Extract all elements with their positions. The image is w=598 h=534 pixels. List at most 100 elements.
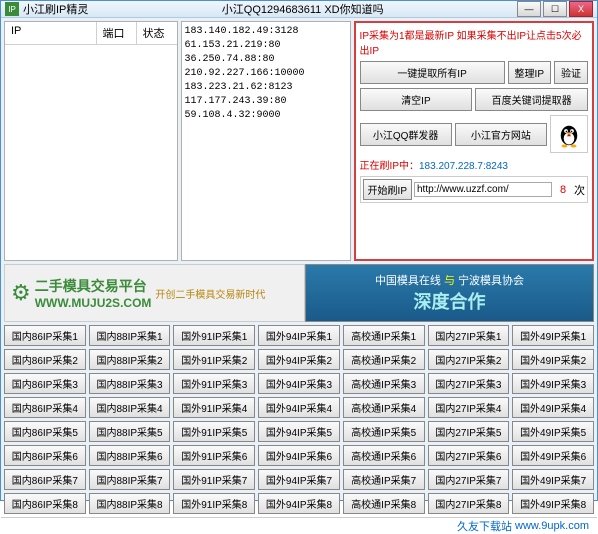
collector-button[interactable]: 国内88IP采集1 <box>89 325 171 346</box>
collector-button[interactable]: 国内86IP采集7 <box>4 469 86 490</box>
verify-button[interactable]: 验证 <box>554 61 588 84</box>
collector-button[interactable]: 国外91IP采集6 <box>173 445 255 466</box>
collector-button[interactable]: 高校通IP采集8 <box>343 493 425 514</box>
collector-button[interactable]: 高校通IP采集5 <box>343 421 425 442</box>
banner2-line2: 深度合作 <box>414 288 486 314</box>
collector-button[interactable]: 国外94IP采集7 <box>258 469 340 490</box>
qq-sender-button[interactable]: 小江QQ群发器 <box>360 123 452 146</box>
ip-list-item: 183.223.21.62:8123 <box>185 81 347 95</box>
collector-button[interactable]: 国内86IP采集5 <box>4 421 86 442</box>
organize-button[interactable]: 整理IP <box>508 61 551 84</box>
button-row-1: 一键提取所有IP 整理IP 验证 <box>360 61 588 84</box>
collector-button[interactable]: 国外49IP采集2 <box>512 349 594 370</box>
gear-icon: ⚙ <box>11 280 31 306</box>
close-button[interactable]: X <box>569 1 593 17</box>
collector-button[interactable]: 国内27IP采集7 <box>428 469 510 490</box>
minimize-button[interactable]: — <box>517 1 541 17</box>
collector-button[interactable]: 高校通IP采集3 <box>343 373 425 394</box>
banner-muju[interactable]: ⚙ 二手模具交易平台 WWW.MUJU2S.COM 开创二手模具交易新时代 <box>4 264 305 322</box>
collector-button[interactable]: 国内86IP采集2 <box>4 349 86 370</box>
collector-button[interactable]: 国外91IP采集1 <box>173 325 255 346</box>
collector-button[interactable]: 国外49IP采集7 <box>512 469 594 490</box>
ip-list-item: 117.177.243.39:80 <box>185 95 347 109</box>
collector-button[interactable]: 国内86IP采集1 <box>4 325 86 346</box>
collector-button[interactable]: 国内27IP采集1 <box>428 325 510 346</box>
collector-button[interactable]: 国内27IP采集4 <box>428 397 510 418</box>
banner1-title: 二手模具交易平台 <box>35 276 152 296</box>
titlebar: IP 小江刷IP精灵 小江QQ1294683611 XD你知道吗 — ☐ X <box>1 1 597 18</box>
collector-button[interactable]: 高校通IP采集4 <box>343 397 425 418</box>
collector-button[interactable]: 国外94IP采集6 <box>258 445 340 466</box>
window-title: 小江刷IP精灵 <box>23 1 88 17</box>
url-input[interactable] <box>414 182 552 197</box>
collector-button[interactable]: 国内88IP采集6 <box>89 445 171 466</box>
collector-button[interactable]: 国内88IP采集2 <box>89 349 171 370</box>
collector-grid: 国内86IP采集1国内88IP采集1国外91IP采集1国外94IP采集1高校通I… <box>4 325 594 514</box>
col-ip: IP <box>5 22 97 44</box>
collector-button[interactable]: 国内88IP采集3 <box>89 373 171 394</box>
collector-button[interactable]: 国外94IP采集2 <box>258 349 340 370</box>
collector-button[interactable]: 高校通IP采集6 <box>343 445 425 466</box>
collector-button[interactable]: 国外49IP采集6 <box>512 445 594 466</box>
extract-all-button[interactable]: 一键提取所有IP <box>360 61 505 84</box>
collector-button[interactable]: 国内88IP采集4 <box>89 397 171 418</box>
maximize-button[interactable]: ☐ <box>543 1 567 17</box>
collector-button[interactable]: 国外94IP采集8 <box>258 493 340 514</box>
start-button[interactable]: 开始刷IP <box>363 179 412 200</box>
official-site-button[interactable]: 小江官方网站 <box>455 123 547 146</box>
banner-coop[interactable]: 中国模具在线 与 宁波模具协会 深度合作 <box>305 264 594 322</box>
collector-button[interactable]: 国内27IP采集3 <box>428 373 510 394</box>
banner1-url: WWW.MUJU2S.COM <box>35 296 152 310</box>
ip-list-item: 210.92.227.166:10000 <box>185 67 347 81</box>
control-panel: IP采集为1都是最新IP 如果采集不出IP让点击5次必出IP 一键提取所有IP … <box>354 21 594 261</box>
collector-button[interactable]: 国外94IP采集5 <box>258 421 340 442</box>
collector-button[interactable]: 国内27IP采集8 <box>428 493 510 514</box>
ip-list-item: 59.108.4.32:9000 <box>185 109 347 123</box>
ip-list-item: 183.140.182.49:3128 <box>185 25 347 39</box>
collector-button[interactable]: 国内86IP采集6 <box>4 445 86 466</box>
collector-button[interactable]: 国外49IP采集3 <box>512 373 594 394</box>
collector-button[interactable]: 高校通IP采集1 <box>343 325 425 346</box>
collector-button[interactable]: 国外91IP采集3 <box>173 373 255 394</box>
collector-button[interactable]: 国外94IP采集4 <box>258 397 340 418</box>
clear-button[interactable]: 清空IP <box>360 88 473 111</box>
footer-site-name[interactable]: 久友下载站 <box>457 518 512 534</box>
ip-list-panel: 183.140.182.49:312861.153.21.219:8036.25… <box>181 21 351 261</box>
collector-button[interactable]: 国内86IP采集8 <box>4 493 86 514</box>
collector-button[interactable]: 国内27IP采集6 <box>428 445 510 466</box>
collector-button[interactable]: 高校通IP采集2 <box>343 349 425 370</box>
collector-button[interactable]: 国外91IP采集7 <box>173 469 255 490</box>
collector-button[interactable]: 国内88IP采集5 <box>89 421 171 442</box>
collector-button[interactable]: 国外49IP采集1 <box>512 325 594 346</box>
collector-button[interactable]: 国外91IP采集8 <box>173 493 255 514</box>
collector-button[interactable]: 国内88IP采集8 <box>89 493 171 514</box>
button-row-3: 小江QQ群发器 小江官方网站 <box>360 115 588 153</box>
footer-site-url[interactable]: www.9upk.com <box>515 520 589 532</box>
collector-button[interactable]: 国外91IP采集2 <box>173 349 255 370</box>
window-subtitle: 小江QQ1294683611 XD你知道吗 <box>88 1 517 17</box>
collector-button[interactable]: 国外49IP采集8 <box>512 493 594 514</box>
banner1-tag: 开创二手模具交易新时代 <box>155 286 265 301</box>
status-line: 正在刷IP中：183.207.228.7:8243 <box>360 157 588 172</box>
warning-text: IP采集为1都是最新IP 如果采集不出IP让点击5次必出IP <box>360 27 588 57</box>
collector-button[interactable]: 国外91IP采集4 <box>173 397 255 418</box>
collector-button[interactable]: 国外94IP采集1 <box>258 325 340 346</box>
collector-button[interactable]: 国内86IP采集3 <box>4 373 86 394</box>
current-ip: 183.207.228.7:8243 <box>419 161 508 172</box>
collector-button[interactable]: 国内86IP采集4 <box>4 397 86 418</box>
collector-button[interactable]: 国外94IP采集3 <box>258 373 340 394</box>
qq-penguin-icon[interactable] <box>550 115 588 153</box>
count-value: 8 <box>554 184 572 196</box>
collector-button[interactable]: 高校通IP采集7 <box>343 469 425 490</box>
collector-button[interactable]: 国内27IP采集5 <box>428 421 510 442</box>
baidu-keyword-button[interactable]: 百度关键词提取器 <box>475 88 588 111</box>
content-area: IP 端口 状态 183.140.182.49:312861.153.21.21… <box>1 18 597 517</box>
count-suffix: 次 <box>574 182 585 198</box>
status-label: 正在刷IP中： <box>360 161 419 172</box>
collector-button[interactable]: 国外49IP采集4 <box>512 397 594 418</box>
collector-button[interactable]: 国外91IP采集5 <box>173 421 255 442</box>
collector-button[interactable]: 国内88IP采集7 <box>89 469 171 490</box>
upper-row: IP 端口 状态 183.140.182.49:312861.153.21.21… <box>4 21 594 261</box>
collector-button[interactable]: 国内27IP采集2 <box>428 349 510 370</box>
collector-button[interactable]: 国外49IP采集5 <box>512 421 594 442</box>
